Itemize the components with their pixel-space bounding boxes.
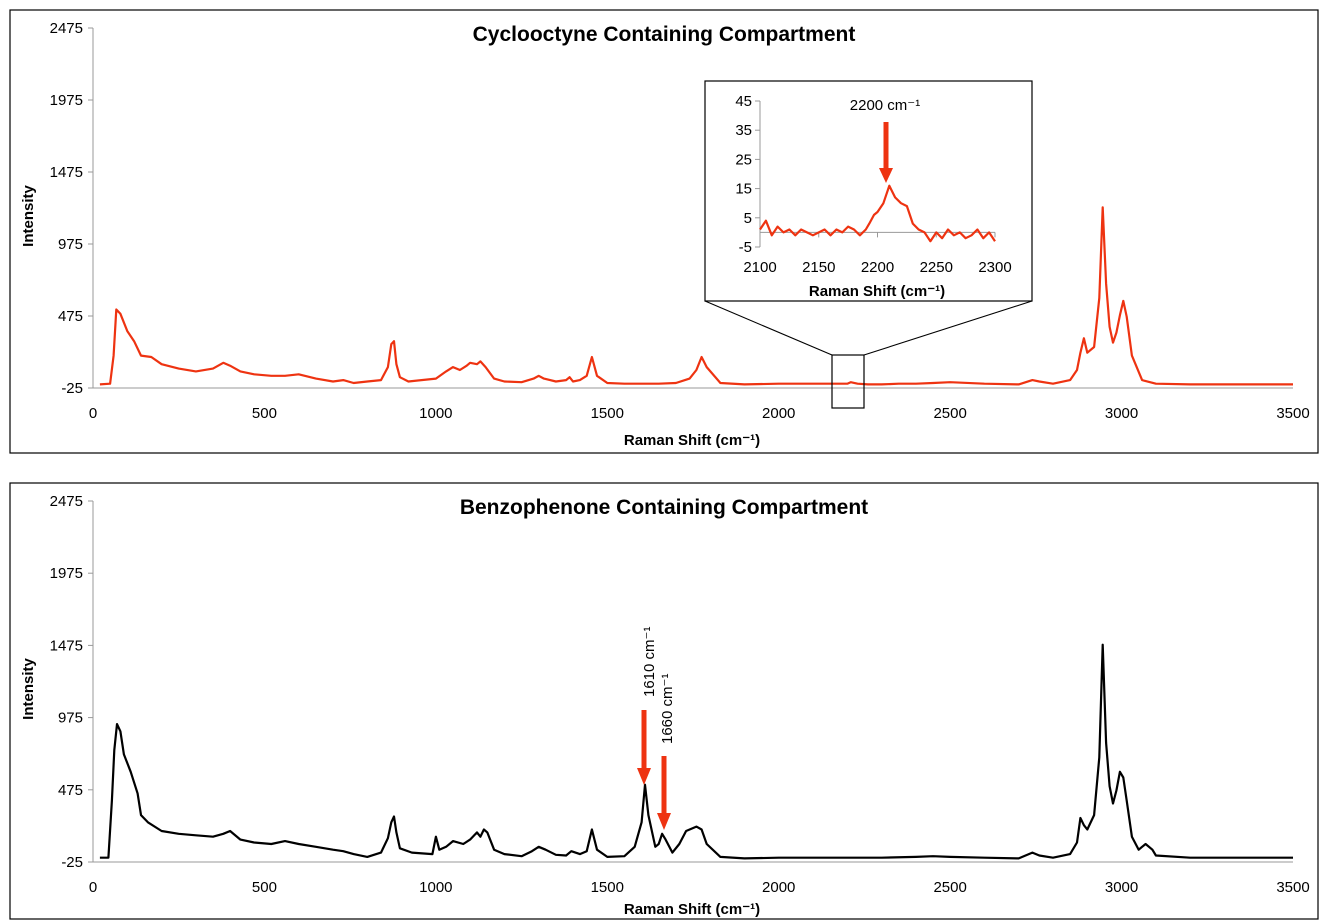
chart-title: Benzophenone Containing Compartment — [460, 496, 868, 519]
arrow-1660-head — [657, 813, 671, 830]
inset-arrow-head — [879, 168, 893, 183]
inset-x-tick-labels: 2100 2150 2200 2250 2300 — [743, 259, 1011, 276]
inset-y-tick-labels: -5 5 15 25 35 45 — [735, 93, 752, 256]
x-tick-label: 3500 — [1276, 405, 1309, 422]
x-tick-label: 1500 — [591, 405, 624, 422]
x-tick-label: 2000 — [762, 405, 795, 422]
y-tick-label: 1975 — [50, 92, 83, 109]
y-tick-labels: -25 475 975 1475 1975 2475 — [50, 20, 83, 397]
x-tick-label: 2500 — [933, 405, 966, 422]
y-tick-label: -25 — [61, 854, 83, 871]
y-tick-label: 475 — [58, 782, 83, 799]
x-tick-label: 500 — [252, 879, 277, 896]
spectrum-series — [99, 643, 1293, 860]
inset-x-axis-label: Raman Shift (cm⁻¹) — [809, 283, 945, 300]
x-axis-label: Raman Shift (cm⁻¹) — [624, 901, 760, 918]
inset-x-tick-label: 2300 — [978, 259, 1011, 276]
y-axis-label: Intensity — [20, 185, 37, 247]
y-axis-label: Intensity — [20, 658, 37, 720]
spectrum-line — [99, 643, 1293, 860]
axes — [88, 500, 1293, 863]
x-tick-label: 2500 — [933, 879, 966, 896]
y-tick-label: 1975 — [50, 565, 83, 582]
axes — [88, 27, 1293, 389]
cyclooctyne-chart: Cyclooctyne Containing Compartment -25 47… — [9, 9, 1319, 454]
inset-x-tick-label: 2150 — [802, 259, 835, 276]
x-tick-label: 3500 — [1276, 879, 1309, 896]
y-tick-label: 2475 — [50, 20, 83, 37]
x-tick-label: 3000 — [1105, 405, 1138, 422]
inset-spectrum-line — [759, 184, 996, 243]
chart-title: Cyclooctyne Containing Compartment — [473, 23, 856, 46]
inset-y-tick-label: 35 — [735, 122, 752, 139]
inset-x-tick-label: 2250 — [920, 259, 953, 276]
x-tick-label: 3000 — [1105, 879, 1138, 896]
spectrum-series — [99, 206, 1293, 386]
x-tick-label: 1000 — [419, 405, 452, 422]
spectrum-line — [99, 206, 1293, 386]
peak-annotation-1660: 1660 cm⁻¹ — [659, 674, 676, 744]
zoom-connector-right — [863, 300, 1033, 356]
x-tick-label: 2000 — [762, 879, 795, 896]
x-tick-label: 0 — [89, 405, 97, 422]
y-tick-label: 475 — [58, 308, 83, 325]
x-tick-label: 500 — [252, 405, 277, 422]
inset-peak-annotation: 2200 cm⁻¹ — [850, 97, 920, 114]
x-tick-labels: 0 500 1000 1500 2000 2500 3000 3500 — [89, 879, 1310, 896]
inset-series — [759, 184, 996, 243]
inset-y-tick-label: 45 — [735, 93, 752, 110]
zoom-connector-left — [704, 300, 833, 356]
inset-y-tick-label: -5 — [739, 239, 752, 256]
inset-x-tick-label: 2200 — [861, 259, 894, 276]
inset-y-tick-label: 15 — [735, 181, 752, 198]
benzophenone-chart: Benzophenone Containing Compartment -25 4… — [9, 482, 1319, 920]
y-tick-label: 1475 — [50, 164, 83, 181]
x-tick-labels: 0 500 1000 1500 2000 2500 3000 3500 — [89, 405, 1310, 422]
chart-frame — [9, 9, 1319, 454]
y-tick-label: 1475 — [50, 637, 83, 654]
zoom-region-box — [831, 354, 865, 409]
y-tick-label: 975 — [58, 710, 83, 727]
y-tick-label: -25 — [61, 380, 83, 397]
peak-annotation-1610: 1610 cm⁻¹ — [641, 627, 658, 697]
x-axis-label: Raman Shift (cm⁻¹) — [624, 432, 760, 449]
y-tick-labels: -25 475 975 1475 1975 2475 — [50, 493, 83, 871]
inset-y-tick-label: 5 — [744, 210, 752, 227]
x-tick-label: 1000 — [419, 879, 452, 896]
x-tick-label: 1500 — [591, 879, 624, 896]
y-tick-label: 975 — [58, 236, 83, 253]
inset-chart: -5 5 15 25 35 45 2100 2150 2200 2250 2300 Raman S… — [704, 80, 1033, 302]
inset-x-tick-label: 2100 — [743, 259, 776, 276]
x-tick-label: 0 — [89, 879, 97, 896]
arrow-1610-head — [637, 768, 651, 785]
y-tick-label: 2475 — [50, 493, 83, 510]
inset-y-tick-label: 25 — [735, 151, 752, 168]
